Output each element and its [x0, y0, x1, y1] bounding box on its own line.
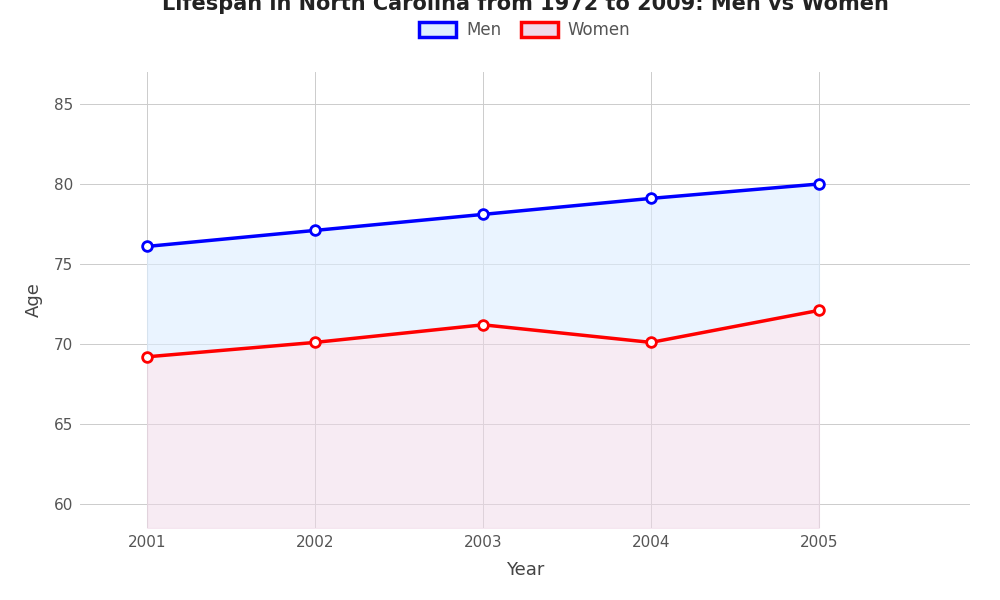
X-axis label: Year: Year [506, 561, 544, 579]
Y-axis label: Age: Age [25, 283, 43, 317]
Title: Lifespan in North Carolina from 1972 to 2009: Men vs Women: Lifespan in North Carolina from 1972 to … [162, 0, 888, 13]
Legend: Men, Women: Men, Women [419, 21, 631, 39]
